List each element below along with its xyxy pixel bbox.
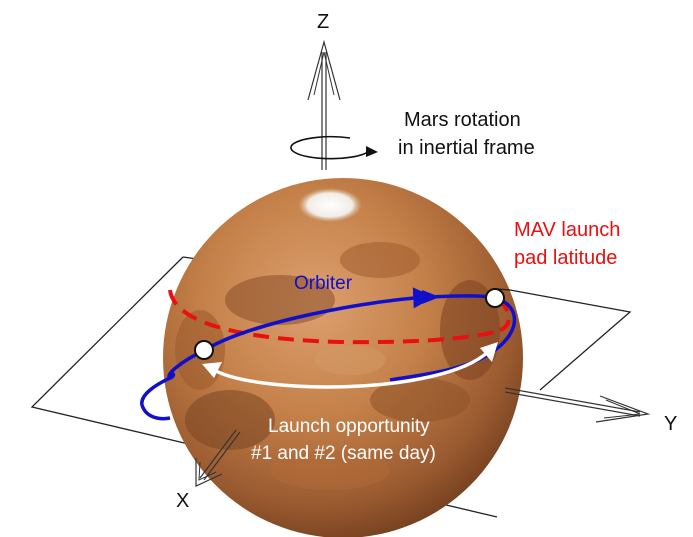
- z-axis-label: Z: [317, 11, 329, 33]
- orbit-direction-arrow: [422, 290, 440, 304]
- rotation-caption-line2: in inertial frame: [398, 137, 535, 159]
- launch-pad-line1: MAV launch: [514, 219, 620, 241]
- rotation-arrow-icon: [290, 135, 378, 160]
- rotation-caption-line1: Mars rotation: [404, 109, 521, 131]
- x-axis-label: X: [176, 490, 189, 512]
- orbiter-orbit: [140, 287, 517, 421]
- launch-point-1: [194, 340, 214, 360]
- mars-globe: [163, 178, 523, 537]
- launch-opportunity-line2: #1 and #2 (same day): [251, 443, 436, 464]
- launch-point-2: [485, 288, 505, 308]
- launch-window-arrow: [202, 342, 498, 389]
- launch-opportunity-line1: Launch opportunity: [268, 416, 430, 437]
- z-axis: [307, 39, 341, 170]
- y-axis: [504, 387, 651, 423]
- launch-pad-line2: pad latitude: [514, 247, 617, 269]
- orbiter-label: Orbiter: [294, 273, 353, 294]
- polar-cap: [298, 188, 362, 222]
- x-axis: [195, 429, 241, 487]
- y-axis-label: Y: [664, 413, 677, 435]
